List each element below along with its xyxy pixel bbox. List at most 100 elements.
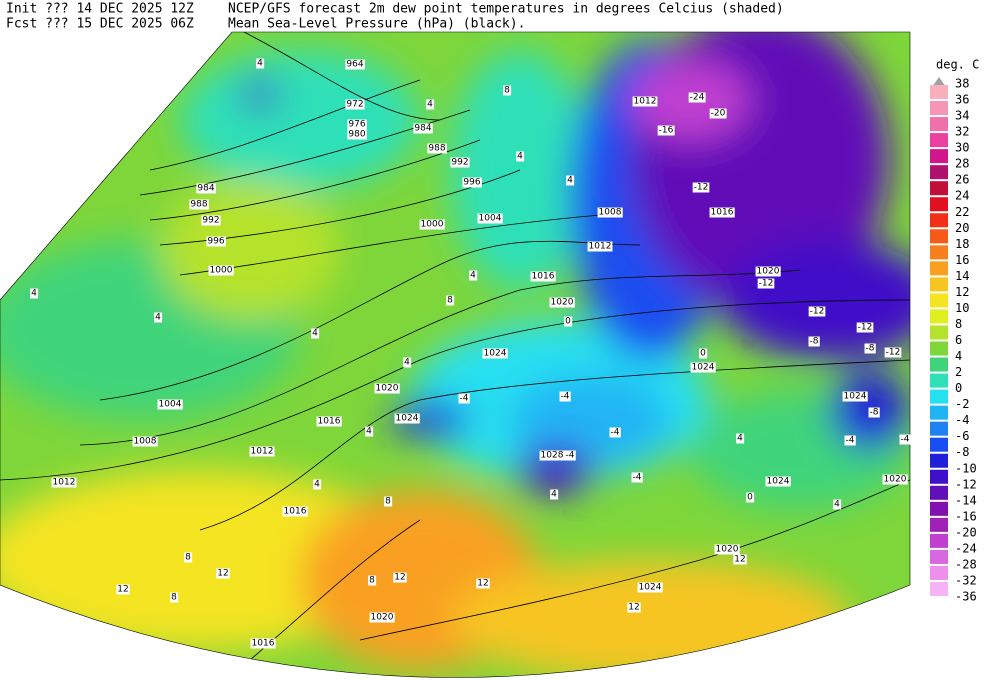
isobar-label-group: 1024 xyxy=(394,413,420,424)
dewpoint-label-group: -12 xyxy=(808,306,826,317)
legend-label: 30 xyxy=(955,141,969,155)
isobar-label-group: 1020 xyxy=(549,297,575,308)
isobar-label: 1024 xyxy=(484,349,507,359)
isobar-label-box xyxy=(316,416,342,427)
dewpoint-label: 12 xyxy=(477,579,488,589)
legend-label: -20 xyxy=(955,525,977,539)
dewpoint-label: 4 xyxy=(834,500,840,510)
legend-label: 8 xyxy=(955,317,962,331)
legend-label: 16 xyxy=(955,253,969,267)
dewpoint-label-box xyxy=(856,322,874,333)
isobar-label-box xyxy=(250,638,276,649)
dewpoint-label-box xyxy=(564,450,576,461)
legend-swatch xyxy=(930,293,948,308)
dewpoint-label-group: 4 xyxy=(566,175,575,186)
isobar-label: 996 xyxy=(463,178,480,188)
dewpoint-label-group: -16 xyxy=(657,125,675,136)
legend-label: 14 xyxy=(955,269,969,283)
isobar-label-group: 1008 xyxy=(597,207,623,218)
legend-swatch xyxy=(930,533,948,548)
isobar-label-box xyxy=(157,399,183,410)
isobar-label-box xyxy=(347,129,367,140)
map-subtitle: Mean Sea-Level Pressure (hPa) (black). xyxy=(228,17,525,32)
legend-label: 24 xyxy=(955,189,969,203)
legend-swatch xyxy=(930,245,948,260)
isobar-label-group: 972 xyxy=(345,99,365,110)
dewpoint-label-group: 8 xyxy=(184,552,193,563)
dewpoint-label-group: 12 xyxy=(393,572,407,583)
dewpoint-label-group: 8 xyxy=(384,496,393,507)
dewpoint-label-group: 4 xyxy=(833,499,842,510)
init-line: Init ??? 14 DEC 2025 12Z xyxy=(6,2,194,17)
legend-swatch xyxy=(930,277,948,292)
dewpoint-label-group: -8 xyxy=(868,407,880,418)
legend-label: 26 xyxy=(955,173,969,187)
legend-label: 12 xyxy=(955,285,969,299)
dewpoint-label-box xyxy=(365,426,374,437)
dewpoint-label-group: 4 xyxy=(154,312,163,323)
dewpoint-label: 4 xyxy=(314,480,320,490)
legend-label: -24 xyxy=(955,541,977,555)
map-field xyxy=(0,32,910,678)
dewpoint-label-group: 4 xyxy=(516,151,525,162)
dewpoint-label-group: -4 xyxy=(609,427,621,438)
isobar-label-box xyxy=(369,612,395,623)
isobar-label-box xyxy=(539,450,565,461)
isobar-label-group: 1004 xyxy=(157,399,183,410)
legend-swatch xyxy=(930,229,948,244)
dewpoint-label: -4 xyxy=(561,392,570,402)
legend-label: -28 xyxy=(955,557,977,571)
isobar-label-box xyxy=(755,266,781,277)
isobar-label-group: 1020 xyxy=(755,266,781,277)
isobar-label: 976 xyxy=(348,120,365,130)
dewpoint-label-group: -12 xyxy=(884,347,902,358)
dewpoint-label: 12 xyxy=(217,569,228,579)
dewpoint-label: 4 xyxy=(155,313,161,323)
isobar-label-group: 1016 xyxy=(282,506,308,517)
legend-label: -6 xyxy=(955,429,969,443)
isobar-label-box xyxy=(51,477,77,488)
isobar-label-box xyxy=(882,474,908,485)
dewpoint-label-box xyxy=(899,434,911,445)
dewpoint-label: -4 xyxy=(846,436,855,446)
dewpoint-label-group: 8 xyxy=(446,295,455,306)
dewpoint-label-group: 8 xyxy=(368,575,377,586)
dewpoint-label: 4 xyxy=(567,176,573,186)
isobar-label-box xyxy=(249,446,275,457)
isobar-label: 1020 xyxy=(716,545,739,555)
isobar-label-box xyxy=(419,219,445,230)
isobar-label-box xyxy=(714,544,740,555)
dewpoint-label: -16 xyxy=(659,126,674,136)
legend-swatch xyxy=(930,117,948,132)
dewpoint-label-box xyxy=(469,270,478,281)
isobar-label-box xyxy=(189,199,209,210)
dewpoint-label-group: 4 xyxy=(313,479,322,490)
dewpoint-label: -8 xyxy=(870,408,879,418)
dewpoint-label-group: -24 xyxy=(688,92,706,103)
dewpoint-label: -4 xyxy=(633,473,642,483)
isobar-label: 992 xyxy=(202,216,219,226)
legend-swatch xyxy=(930,325,948,340)
dewpoint-label-box xyxy=(184,552,193,563)
dewpoint-label-box xyxy=(503,85,512,96)
isobar-label: 1008 xyxy=(134,437,157,447)
isobar-label-group: 1020 xyxy=(374,383,400,394)
isobar-label-group: 1016 xyxy=(709,207,735,218)
isobar-label: 1012 xyxy=(589,242,612,252)
dewpoint-label-box xyxy=(256,58,265,69)
dewpoint-label: 4 xyxy=(737,434,743,444)
isobar-label: 980 xyxy=(348,130,365,140)
dewpoint-label-box xyxy=(116,584,130,595)
isobar-label: 1008 xyxy=(599,208,622,218)
legend-swatch xyxy=(930,373,948,388)
isobar-label: 1020 xyxy=(884,475,907,485)
isobar-label-group: 1024 xyxy=(690,362,716,373)
isobar-label-box xyxy=(709,207,735,218)
dewpoint-label: 4 xyxy=(404,358,410,368)
dewpoint-label-box xyxy=(516,151,525,162)
dewpoint-label: -12 xyxy=(694,183,709,193)
isobar-label: 1024 xyxy=(639,583,662,593)
isobar-label-box xyxy=(482,348,508,359)
isobar-label: 1012 xyxy=(251,447,274,457)
isobar-label-group: 1012 xyxy=(632,96,658,107)
